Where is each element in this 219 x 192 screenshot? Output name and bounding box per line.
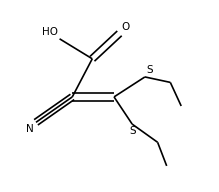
Text: N: N (26, 124, 34, 134)
Text: S: S (147, 65, 153, 75)
Text: HO: HO (42, 27, 58, 37)
Text: S: S (129, 126, 136, 136)
Text: O: O (121, 22, 130, 31)
